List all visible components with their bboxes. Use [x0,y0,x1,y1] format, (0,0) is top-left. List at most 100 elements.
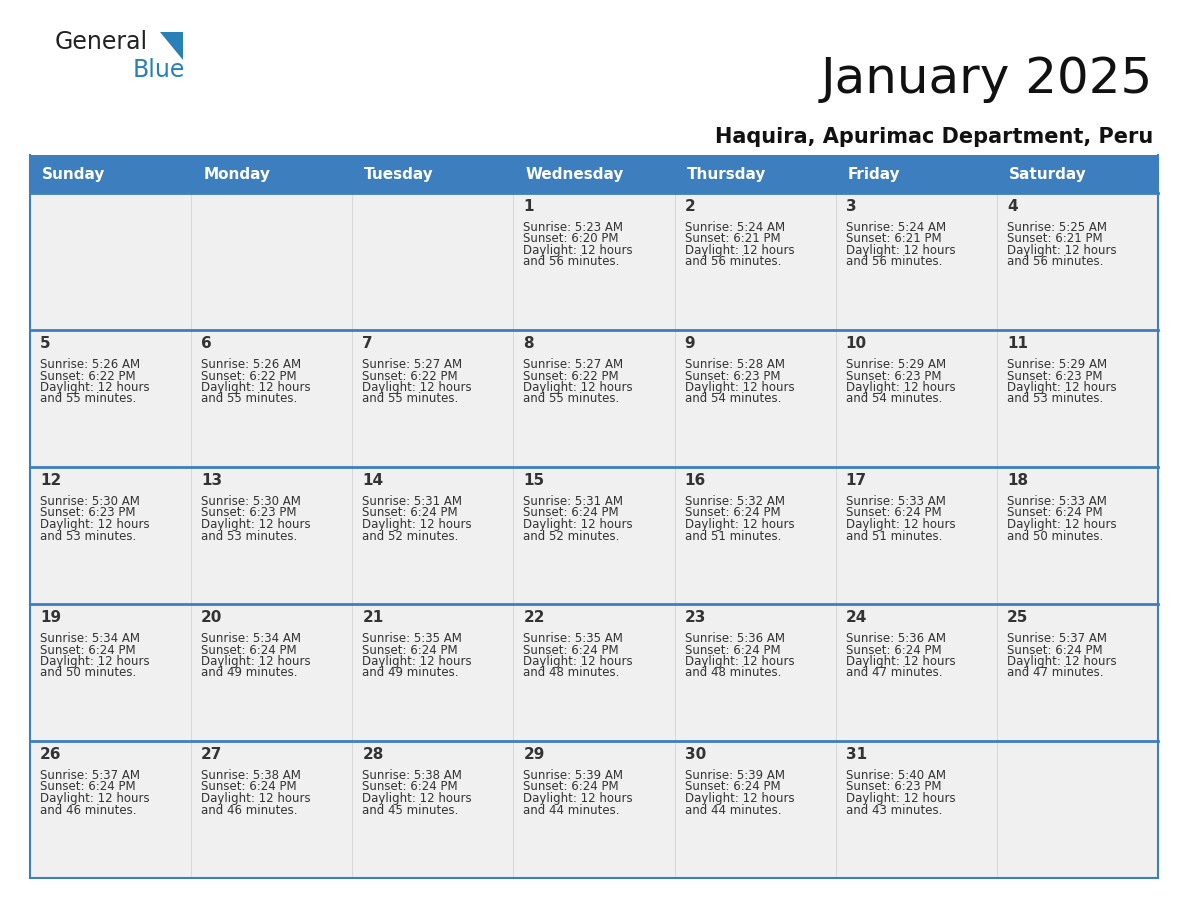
Bar [191,193,353,330]
Bar [353,330,513,467]
Bar [191,604,353,741]
Text: Daylight: 12 hours: Daylight: 12 hours [846,381,955,394]
Text: and 49 minutes.: and 49 minutes. [201,666,298,679]
Text: Sunday: Sunday [42,166,106,182]
Text: and 44 minutes.: and 44 minutes. [524,803,620,816]
Text: Sunset: 6:22 PM: Sunset: 6:22 PM [362,370,457,383]
Text: Daylight: 12 hours: Daylight: 12 hours [362,655,472,668]
Bar [835,604,997,741]
Text: Wednesday: Wednesday [525,166,624,182]
Text: 14: 14 [362,473,384,488]
Text: Sunrise: 5:26 AM: Sunrise: 5:26 AM [40,358,140,371]
Text: Daylight: 12 hours: Daylight: 12 hours [1007,244,1117,257]
Text: Sunrise: 5:37 AM: Sunrise: 5:37 AM [1007,632,1107,645]
Text: Sunrise: 5:39 AM: Sunrise: 5:39 AM [684,769,784,782]
Text: 9: 9 [684,336,695,351]
Text: and 55 minutes.: and 55 minutes. [40,393,137,406]
Text: Sunrise: 5:38 AM: Sunrise: 5:38 AM [201,769,301,782]
Text: Daylight: 12 hours: Daylight: 12 hours [1007,518,1117,531]
Text: Sunset: 6:22 PM: Sunset: 6:22 PM [40,370,135,383]
Text: Daylight: 12 hours: Daylight: 12 hours [40,381,150,394]
Text: 7: 7 [362,336,373,351]
Text: Sunset: 6:23 PM: Sunset: 6:23 PM [684,370,781,383]
Text: and 54 minutes.: and 54 minutes. [684,393,781,406]
Text: 3: 3 [846,199,857,214]
Text: Sunset: 6:24 PM: Sunset: 6:24 PM [846,644,941,656]
Text: Daylight: 12 hours: Daylight: 12 hours [846,244,955,257]
Text: and 53 minutes.: and 53 minutes. [1007,393,1104,406]
Text: Sunrise: 5:35 AM: Sunrise: 5:35 AM [524,632,624,645]
Text: 22: 22 [524,610,545,625]
Text: Daylight: 12 hours: Daylight: 12 hours [201,792,311,805]
Text: Sunrise: 5:39 AM: Sunrise: 5:39 AM [524,769,624,782]
Text: Monday: Monday [203,166,270,182]
Text: Daylight: 12 hours: Daylight: 12 hours [684,381,795,394]
Text: 15: 15 [524,473,544,488]
Text: General: General [55,30,148,54]
Text: Daylight: 12 hours: Daylight: 12 hours [201,518,311,531]
Text: Sunrise: 5:33 AM: Sunrise: 5:33 AM [846,495,946,508]
Text: Sunset: 6:24 PM: Sunset: 6:24 PM [1007,644,1102,656]
Text: Sunset: 6:21 PM: Sunset: 6:21 PM [846,232,941,245]
Bar [353,193,513,330]
Text: and 56 minutes.: and 56 minutes. [846,255,942,268]
Text: 21: 21 [362,610,384,625]
Text: 27: 27 [201,747,222,762]
Text: Sunrise: 5:34 AM: Sunrise: 5:34 AM [201,632,301,645]
Text: Haquira, Apurimac Department, Peru: Haquira, Apurimac Department, Peru [715,127,1154,147]
Text: and 53 minutes.: and 53 minutes. [40,530,137,543]
Bar [191,467,353,604]
Text: and 50 minutes.: and 50 minutes. [40,666,137,679]
Text: Daylight: 12 hours: Daylight: 12 hours [684,655,795,668]
Text: and 43 minutes.: and 43 minutes. [846,803,942,816]
Text: Sunset: 6:24 PM: Sunset: 6:24 PM [362,780,457,793]
Bar [513,330,675,467]
Text: Sunset: 6:24 PM: Sunset: 6:24 PM [40,780,135,793]
Text: Daylight: 12 hours: Daylight: 12 hours [1007,381,1117,394]
Bar [353,604,513,741]
Bar [191,741,353,878]
Text: Daylight: 12 hours: Daylight: 12 hours [362,381,472,394]
Text: 29: 29 [524,747,545,762]
Text: and 56 minutes.: and 56 minutes. [524,255,620,268]
Text: Sunrise: 5:40 AM: Sunrise: 5:40 AM [846,769,946,782]
Text: Daylight: 12 hours: Daylight: 12 hours [524,244,633,257]
Text: Daylight: 12 hours: Daylight: 12 hours [684,792,795,805]
Text: 16: 16 [684,473,706,488]
Text: Sunrise: 5:29 AM: Sunrise: 5:29 AM [1007,358,1107,371]
Text: Sunrise: 5:31 AM: Sunrise: 5:31 AM [362,495,462,508]
Bar [997,467,1158,604]
Text: 10: 10 [846,336,867,351]
Text: Sunset: 6:24 PM: Sunset: 6:24 PM [201,644,297,656]
Bar [30,604,191,741]
Bar [997,604,1158,741]
Text: 25: 25 [1007,610,1029,625]
Bar [191,330,353,467]
Text: Sunrise: 5:29 AM: Sunrise: 5:29 AM [846,358,946,371]
Bar [513,467,675,604]
Text: 28: 28 [362,747,384,762]
Text: Daylight: 12 hours: Daylight: 12 hours [524,518,633,531]
Text: Sunset: 6:24 PM: Sunset: 6:24 PM [362,644,457,656]
Text: Sunset: 6:24 PM: Sunset: 6:24 PM [524,507,619,520]
Text: Blue: Blue [133,58,185,82]
Text: and 48 minutes.: and 48 minutes. [524,666,620,679]
Text: 8: 8 [524,336,535,351]
Text: Friday: Friday [848,166,901,182]
Text: and 45 minutes.: and 45 minutes. [362,803,459,816]
Bar [513,193,675,330]
Bar [675,741,835,878]
Bar [997,330,1158,467]
Text: Sunrise: 5:30 AM: Sunrise: 5:30 AM [40,495,140,508]
Text: Sunrise: 5:31 AM: Sunrise: 5:31 AM [524,495,624,508]
Text: Sunset: 6:22 PM: Sunset: 6:22 PM [201,370,297,383]
Text: Daylight: 12 hours: Daylight: 12 hours [846,655,955,668]
Text: and 44 minutes.: and 44 minutes. [684,803,781,816]
Text: Sunrise: 5:30 AM: Sunrise: 5:30 AM [201,495,301,508]
Text: 5: 5 [40,336,51,351]
Text: Sunrise: 5:36 AM: Sunrise: 5:36 AM [846,632,946,645]
Text: Daylight: 12 hours: Daylight: 12 hours [524,792,633,805]
Bar [835,330,997,467]
Text: Sunset: 6:24 PM: Sunset: 6:24 PM [524,780,619,793]
Bar [30,467,191,604]
